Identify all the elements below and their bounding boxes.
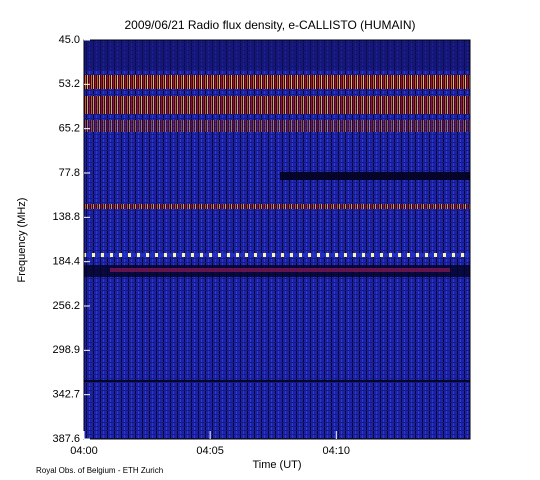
y-tick-label: 65.2 [59,123,80,135]
footer: Royal Obs. of Belgium - ETH Zurich [36,466,163,475]
y-tick-label: 45.0 [59,34,80,46]
x-tick-label: 04:10 [323,445,351,457]
chart-title: 2009/06/21 Radio flux density, e-CALLIST… [124,18,415,32]
y-tick-label: 342.7 [52,389,80,401]
x-axis-label: Time (UT) [252,459,301,471]
y-tick-label: 138.8 [52,211,80,223]
spectrogram-image [83,39,471,440]
y-tick-label: 184.4 [52,256,80,268]
y-tick-label: 256.2 [52,300,80,312]
x-tick-label: 04:05 [196,445,224,457]
y-tick-label: 53.2 [59,78,80,90]
y-tick-label: 387.6 [52,433,80,445]
x-tick-label: 04:00 [70,445,98,457]
y-tick-label: 77.8 [59,167,80,179]
y-axis-label: Frequency (MHz) [16,198,28,283]
y-tick-label: 298.9 [52,344,80,356]
